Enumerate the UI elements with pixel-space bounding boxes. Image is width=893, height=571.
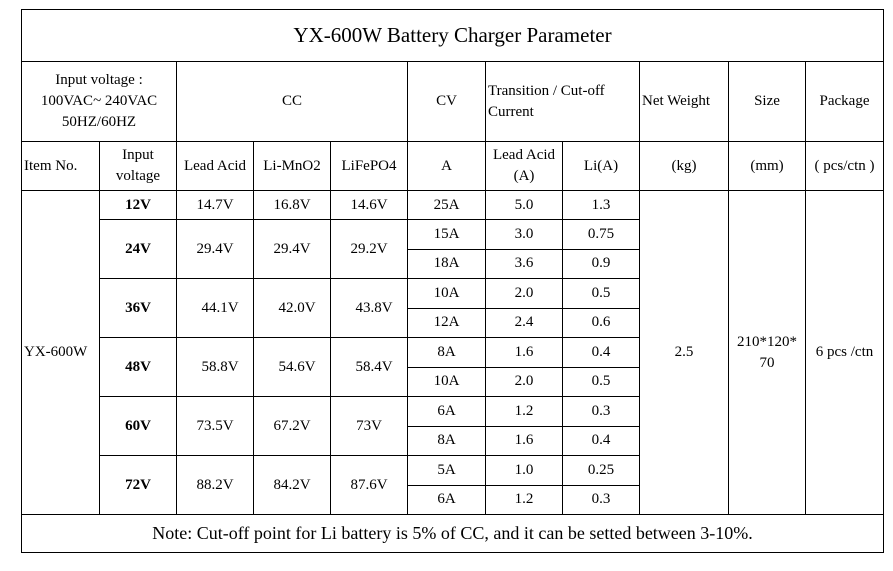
cv-value: 10A bbox=[407, 278, 486, 309]
li-mno2-value: 84.2V bbox=[253, 455, 331, 515]
header-input-voltage: Input voltage bbox=[99, 141, 177, 191]
lead-acid-value: 58.8V bbox=[176, 337, 254, 397]
input-voltage-label: Input voltage : bbox=[55, 72, 143, 88]
lead-transition-value: 2.0 bbox=[485, 278, 563, 309]
cv-value: 12A bbox=[407, 307, 486, 338]
li-mno2-value: 67.2V bbox=[253, 396, 331, 456]
input-voltage-range: 100VAC~ 240VAC bbox=[40, 93, 158, 109]
li-mno2-value: 16.8V bbox=[253, 190, 331, 220]
li-transition-value: 1.3 bbox=[562, 190, 640, 220]
table-row: 48V 58.8V 54.6V 58.4V 8A 1.6 0.4 bbox=[22, 337, 884, 397]
lead-transition-value: 1.0 bbox=[485, 455, 563, 486]
li-transition-value: 0.25 bbox=[562, 455, 640, 486]
header-li-mno2: Li-MnO2 bbox=[253, 141, 331, 191]
lead-transition-value: 2.0 bbox=[485, 366, 563, 397]
table-title: YX-600W Battery Charger Parameter bbox=[20, 9, 885, 62]
voltage-value: 48V bbox=[99, 337, 177, 397]
table-row: YX-600W 12V 14.7V 16.8V 14.6V 25A 5.0 1.… bbox=[21, 190, 885, 515]
li-transition-value: 0.75 bbox=[562, 219, 640, 250]
lead-transition-value: 1.6 bbox=[485, 425, 563, 456]
lifepo4-value: 73V bbox=[330, 396, 408, 456]
cv-value: 8A bbox=[407, 337, 486, 368]
header-cv: CV bbox=[407, 61, 486, 142]
cv-value: 5A bbox=[407, 455, 486, 486]
header-item-no: Item No. bbox=[21, 141, 100, 191]
lead-transition-value: 2.4 bbox=[485, 307, 563, 338]
header-package: Package bbox=[804, 61, 885, 142]
input-frequency: 50HZ/60HZ bbox=[61, 114, 137, 130]
size-value: 210*120*70 bbox=[728, 190, 806, 515]
table-row: 8A 1.6 0.4 bbox=[22, 425, 884, 456]
voltage-value: 24V bbox=[99, 219, 177, 279]
lead-transition-value: 3.0 bbox=[485, 219, 563, 250]
li-transition-value: 0.5 bbox=[562, 278, 640, 309]
li-mno2-value: 54.6V bbox=[253, 337, 331, 397]
charger-parameter-table: YX-600W Battery Charger Parameter Input … bbox=[20, 9, 885, 553]
header-cc: CC bbox=[176, 61, 408, 142]
li-transition-value: 0.4 bbox=[562, 337, 640, 368]
table-row: 24V 29.4V 29.4V 29.2V 15A 3.0 0.75 bbox=[22, 219, 884, 279]
cv-value: 6A bbox=[407, 484, 486, 515]
li-transition-value: 0.4 bbox=[562, 425, 640, 456]
voltage-value: 36V bbox=[99, 278, 177, 338]
li-transition-value: 0.5 bbox=[562, 366, 640, 397]
table-row: 36V 44.1V 42.0V 43.8V 10A 2.0 0.5 bbox=[22, 278, 884, 338]
li-transition-value: 0.3 bbox=[562, 396, 640, 427]
table-row: 10A 2.0 0.5 bbox=[22, 366, 884, 397]
item-no-value: YX-600W bbox=[21, 190, 100, 515]
net-weight-value: 2.5 bbox=[639, 190, 729, 515]
header-kg: (kg) bbox=[639, 141, 729, 191]
header-net-weight: Net Weight bbox=[639, 61, 729, 142]
li-transition-value: 0.9 bbox=[562, 248, 640, 279]
header-pcs-ctn: ( pcs/ctn ) bbox=[804, 141, 885, 191]
table-note: Note: Cut-off point for Li battery is 5%… bbox=[20, 514, 885, 553]
header-size: Size bbox=[728, 61, 806, 142]
header-lead-acid-a: Lead Acid (A) bbox=[485, 141, 563, 191]
lead-acid-value: 44.1V bbox=[176, 278, 254, 338]
header-transition: Transition / Cut-off Current bbox=[485, 61, 640, 142]
li-mno2-value: 29.4V bbox=[253, 219, 331, 279]
li-transition-value: 0.6 bbox=[562, 307, 640, 338]
lifepo4-value: 14.6V bbox=[330, 190, 408, 220]
li-transition-value: 0.3 bbox=[562, 484, 640, 515]
lead-acid-value: 88.2V bbox=[176, 455, 254, 515]
table-row: 12A 2.4 0.6 bbox=[22, 307, 884, 338]
lead-transition-value: 5.0 bbox=[485, 190, 563, 220]
lifepo4-value: 87.6V bbox=[330, 455, 408, 515]
lifepo4-value: 43.8V bbox=[330, 278, 408, 338]
header-lead-acid: Lead Acid bbox=[176, 141, 254, 191]
package-value: 6 pcs /ctn bbox=[804, 190, 885, 515]
lifepo4-value: 29.2V bbox=[330, 219, 408, 279]
header-cv-unit: A bbox=[407, 141, 486, 191]
input-voltage-spec: Input voltage : 100VAC~ 240VAC 50HZ/60HZ bbox=[21, 61, 177, 142]
table-row: 72V 88.2V 84.2V 87.6V 5A 1.0 0.25 bbox=[22, 455, 884, 515]
cv-value: 10A bbox=[407, 366, 486, 397]
lifepo4-value: 58.4V bbox=[330, 337, 408, 397]
table-row: 60V 73.5V 67.2V 73V 6A 1.2 0.3 bbox=[22, 396, 884, 456]
lead-transition-value: 1.2 bbox=[485, 484, 563, 515]
cv-value: 25A bbox=[407, 190, 486, 220]
lead-transition-value: 3.6 bbox=[485, 248, 563, 279]
lead-acid-value: 14.7V bbox=[176, 190, 254, 220]
cv-value: 18A bbox=[407, 248, 486, 279]
cv-value: 6A bbox=[407, 396, 486, 427]
lead-acid-value: 29.4V bbox=[176, 219, 254, 279]
table-row: 18A 3.6 0.9 bbox=[22, 248, 884, 279]
voltage-value: 12V bbox=[99, 190, 177, 220]
cv-value: 15A bbox=[407, 219, 486, 250]
header-lifepo4: LiFePO4 bbox=[330, 141, 408, 191]
cv-value: 8A bbox=[407, 425, 486, 456]
lead-transition-value: 1.2 bbox=[485, 396, 563, 427]
lead-transition-value: 1.6 bbox=[485, 337, 563, 368]
header-li-a: Li(A) bbox=[562, 141, 640, 191]
voltage-value: 72V bbox=[99, 455, 177, 515]
header-mm: (mm) bbox=[728, 141, 806, 191]
lead-acid-value: 73.5V bbox=[176, 396, 254, 456]
voltage-value: 60V bbox=[99, 396, 177, 456]
li-mno2-value: 42.0V bbox=[253, 278, 331, 338]
